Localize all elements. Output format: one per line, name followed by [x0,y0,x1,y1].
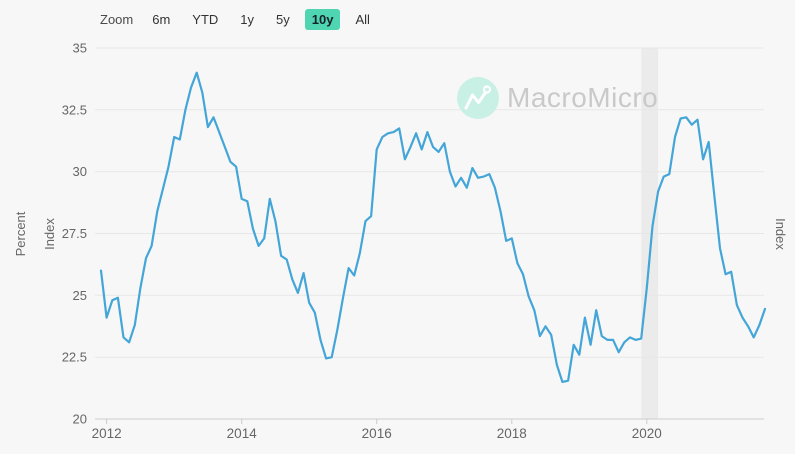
y-axis-title-index-right: Index [773,218,788,250]
range-button-5y[interactable]: 5y [269,9,297,30]
x-tick-label: 2014 [227,426,258,441]
x-tick-label: 2016 [362,426,392,441]
range-button-10y[interactable]: 10y [304,9,341,30]
range-button-all[interactable]: All [348,9,376,30]
range-button-ytd[interactable]: YTD [185,9,225,30]
macromicro-logo-icon [457,77,499,119]
y-tick-label: 32.5 [62,102,87,117]
x-tick-label: 2018 [497,426,527,441]
series-line[interactable] [99,71,767,383]
y-tick-label: 22.5 [62,350,87,365]
y-axis-title-percent: Percent [13,211,28,256]
x-tick-label: 2020 [632,426,662,441]
range-button-1y[interactable]: 1y [233,9,261,30]
y-tick-label: 30 [73,164,87,179]
y-tick-label: 25 [73,288,87,303]
y-tick-label: 35 [73,41,87,56]
macromicro-watermark: MacroMicro [457,77,658,119]
range-selector: Zoom 6m YTD 1y 5y 10y All [96,8,377,31]
watermark-text: MacroMicro [507,82,658,113]
y-tick-label: 27.5 [62,226,87,241]
x-tick-label: 2012 [92,426,122,441]
y-axis-title-index-left: Index [42,218,57,250]
zoom-label: Zoom [100,12,134,27]
y-tick-label: 20 [73,412,87,427]
range-button-6m[interactable]: 6m [145,9,177,30]
